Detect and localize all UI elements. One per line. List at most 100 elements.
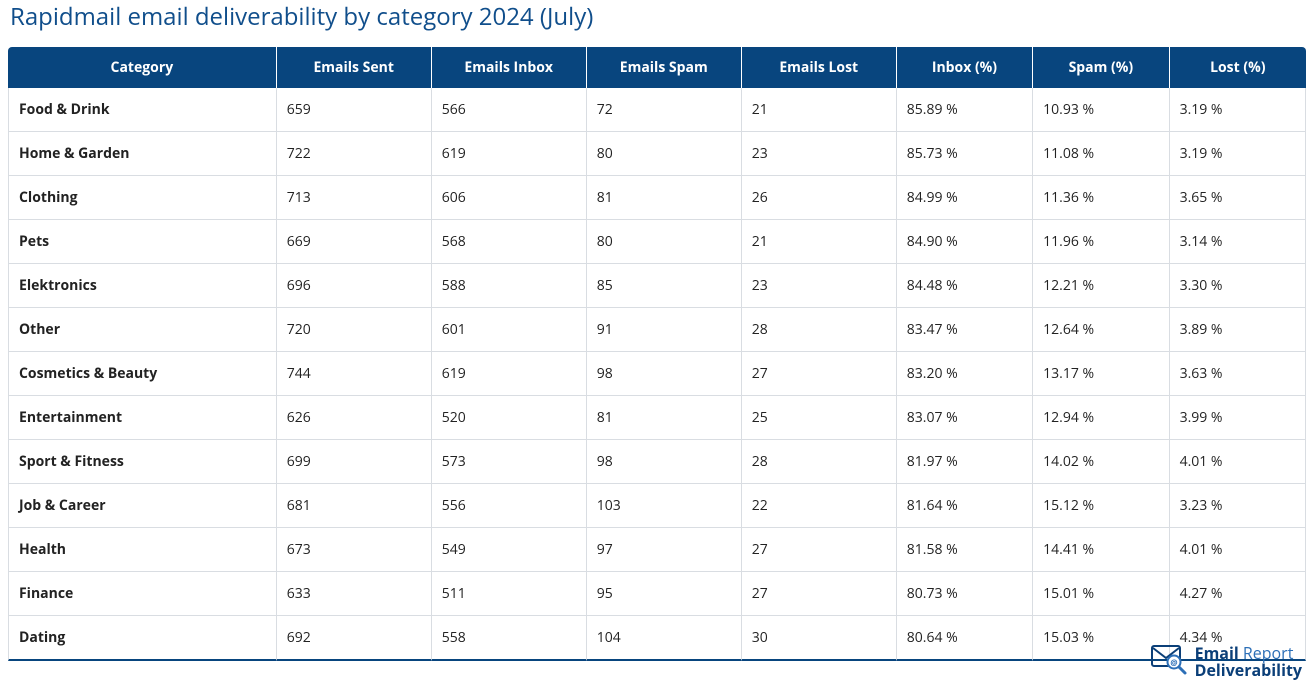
value-cell: 619 bbox=[432, 352, 587, 396]
value-cell: 98 bbox=[587, 440, 742, 484]
value-cell: 28 bbox=[742, 440, 897, 484]
table-row: Home & Garden722619802385.73 %11.08 %3.1… bbox=[8, 132, 1306, 176]
value-cell: 15.01 % bbox=[1033, 572, 1169, 616]
category-cell: Home & Garden bbox=[8, 132, 277, 176]
value-cell: 3.30 % bbox=[1170, 264, 1306, 308]
category-cell: Elektronics bbox=[8, 264, 277, 308]
value-cell: 696 bbox=[277, 264, 432, 308]
value-cell: 4.01 % bbox=[1170, 528, 1306, 572]
value-cell: 3.63 % bbox=[1170, 352, 1306, 396]
value-cell: 81 bbox=[587, 396, 742, 440]
value-cell: 85.73 % bbox=[897, 132, 1033, 176]
table-row: Dating6925581043080.64 %15.03 %4.34 % bbox=[8, 616, 1306, 661]
value-cell: 80.73 % bbox=[897, 572, 1033, 616]
category-cell: Pets bbox=[8, 220, 277, 264]
envelope-magnifier-icon: @ bbox=[1151, 642, 1189, 681]
value-cell: 15.03 % bbox=[1033, 616, 1169, 661]
value-cell: 720 bbox=[277, 308, 432, 352]
value-cell: 699 bbox=[277, 440, 432, 484]
deliverability-table: CategoryEmails SentEmails InboxEmails Sp… bbox=[8, 47, 1306, 661]
value-cell: 549 bbox=[432, 528, 587, 572]
value-cell: 556 bbox=[432, 484, 587, 528]
value-cell: 568 bbox=[432, 220, 587, 264]
value-cell: 83.47 % bbox=[897, 308, 1033, 352]
col-header: Inbox (%) bbox=[897, 47, 1033, 88]
value-cell: 520 bbox=[432, 396, 587, 440]
value-cell: 84.48 % bbox=[897, 264, 1033, 308]
value-cell: 27 bbox=[742, 528, 897, 572]
value-cell: 12.64 % bbox=[1033, 308, 1169, 352]
value-cell: 3.14 % bbox=[1170, 220, 1306, 264]
table-row: Elektronics696588852384.48 %12.21 %3.30 … bbox=[8, 264, 1306, 308]
value-cell: 84.99 % bbox=[897, 176, 1033, 220]
value-cell: 3.99 % bbox=[1170, 396, 1306, 440]
table-row: Cosmetics & Beauty744619982783.20 %13.17… bbox=[8, 352, 1306, 396]
col-header: Emails Lost bbox=[742, 47, 897, 88]
value-cell: 97 bbox=[587, 528, 742, 572]
svg-text:@: @ bbox=[1170, 658, 1177, 669]
value-cell: 13.17 % bbox=[1033, 352, 1169, 396]
value-cell: 104 bbox=[587, 616, 742, 661]
value-cell: 619 bbox=[432, 132, 587, 176]
value-cell: 11.08 % bbox=[1033, 132, 1169, 176]
value-cell: 10.93 % bbox=[1033, 88, 1169, 132]
value-cell: 4.27 % bbox=[1170, 572, 1306, 616]
col-header: Emails Inbox bbox=[432, 47, 587, 88]
value-cell: 21 bbox=[742, 220, 897, 264]
category-cell: Job & Career bbox=[8, 484, 277, 528]
value-cell: 83.07 % bbox=[897, 396, 1033, 440]
value-cell: 606 bbox=[432, 176, 587, 220]
value-cell: 3.23 % bbox=[1170, 484, 1306, 528]
category-cell: Finance bbox=[8, 572, 277, 616]
value-cell: 681 bbox=[277, 484, 432, 528]
col-header: Lost (%) bbox=[1170, 47, 1306, 88]
value-cell: 15.12 % bbox=[1033, 484, 1169, 528]
col-header: Emails Spam bbox=[587, 47, 742, 88]
value-cell: 722 bbox=[277, 132, 432, 176]
col-header: Category bbox=[8, 47, 277, 88]
category-cell: Sport & Fitness bbox=[8, 440, 277, 484]
value-cell: 11.96 % bbox=[1033, 220, 1169, 264]
table-row: Sport & Fitness699573982881.97 %14.02 %4… bbox=[8, 440, 1306, 484]
value-cell: 713 bbox=[277, 176, 432, 220]
value-cell: 27 bbox=[742, 352, 897, 396]
page-title: Rapidmail email deliverability by catego… bbox=[8, 0, 1306, 33]
value-cell: 14.02 % bbox=[1033, 440, 1169, 484]
table-row: Pets669568802184.90 %11.96 %3.14 % bbox=[8, 220, 1306, 264]
value-cell: 3.89 % bbox=[1170, 308, 1306, 352]
value-cell: 83.20 % bbox=[897, 352, 1033, 396]
logo-word-deliverability: Deliverability bbox=[1195, 662, 1302, 679]
value-cell: 28 bbox=[742, 308, 897, 352]
brand-logo-text: Email Report Deliverability bbox=[1195, 645, 1302, 679]
value-cell: 81.97 % bbox=[897, 440, 1033, 484]
category-cell: Health bbox=[8, 528, 277, 572]
value-cell: 85 bbox=[587, 264, 742, 308]
value-cell: 601 bbox=[432, 308, 587, 352]
table-row: Entertainment626520812583.07 %12.94 %3.9… bbox=[8, 396, 1306, 440]
value-cell: 81 bbox=[587, 176, 742, 220]
category-cell: Dating bbox=[8, 616, 277, 661]
value-cell: 80 bbox=[587, 132, 742, 176]
table-row: Health673549972781.58 %14.41 %4.01 % bbox=[8, 528, 1306, 572]
table-body: Food & Drink659566722185.89 %10.93 %3.19… bbox=[8, 88, 1306, 661]
col-header: Spam (%) bbox=[1033, 47, 1169, 88]
value-cell: 85.89 % bbox=[897, 88, 1033, 132]
value-cell: 11.36 % bbox=[1033, 176, 1169, 220]
value-cell: 12.94 % bbox=[1033, 396, 1169, 440]
value-cell: 103 bbox=[587, 484, 742, 528]
category-cell: Cosmetics & Beauty bbox=[8, 352, 277, 396]
value-cell: 98 bbox=[587, 352, 742, 396]
value-cell: 21 bbox=[742, 88, 897, 132]
value-cell: 22 bbox=[742, 484, 897, 528]
value-cell: 81.58 % bbox=[897, 528, 1033, 572]
value-cell: 95 bbox=[587, 572, 742, 616]
value-cell: 588 bbox=[432, 264, 587, 308]
category-cell: Entertainment bbox=[8, 396, 277, 440]
table-header-row: CategoryEmails SentEmails InboxEmails Sp… bbox=[8, 47, 1306, 88]
value-cell: 27 bbox=[742, 572, 897, 616]
value-cell: 72 bbox=[587, 88, 742, 132]
category-cell: Other bbox=[8, 308, 277, 352]
value-cell: 26 bbox=[742, 176, 897, 220]
value-cell: 80 bbox=[587, 220, 742, 264]
value-cell: 626 bbox=[277, 396, 432, 440]
